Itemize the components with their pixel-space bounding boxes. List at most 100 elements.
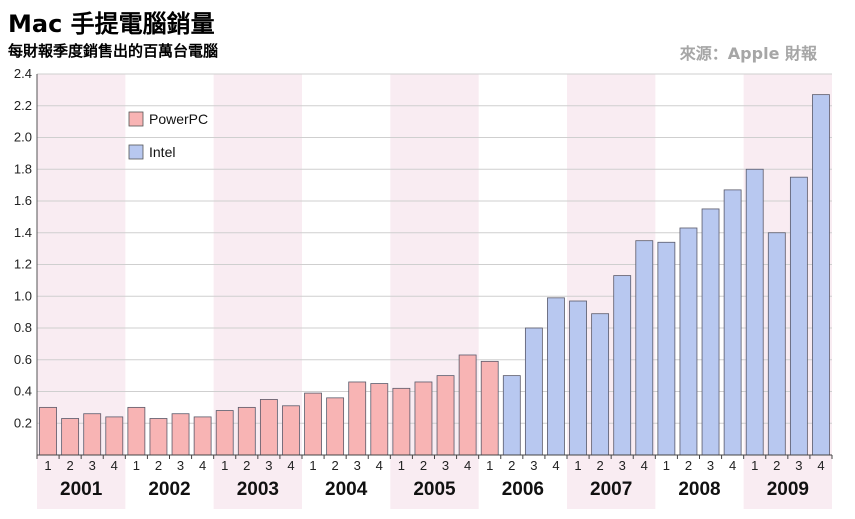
bar-powerpc-2005-q1 — [392, 387, 411, 456]
quarter-label: 3 — [795, 458, 802, 473]
quarter-label: 1 — [221, 458, 228, 473]
y-tick-label: 1.2 — [14, 257, 32, 272]
legend: PowerPC Intel — [128, 111, 208, 160]
bar-powerpc-2005-q3 — [436, 375, 455, 456]
quarter-label: 4 — [552, 458, 559, 473]
bar-intel-2009-q4 — [812, 94, 830, 456]
bar-powerpc-2003-q2 — [237, 406, 256, 456]
quarter-label: 2 — [243, 458, 250, 473]
quarter-label: 4 — [729, 458, 736, 473]
chart-subtitle: 每財報季度銷售出的百萬台電腦 — [8, 42, 219, 60]
y-tick-label: 2.2 — [14, 98, 32, 113]
bar-powerpc-2001-q2 — [61, 418, 80, 456]
y-tick-label: 2.4 — [14, 66, 32, 81]
source-note: 來源：Apple 財報 — [679, 44, 817, 63]
y-tick-label: 0.2 — [14, 415, 32, 430]
bar-powerpc-2001-q3 — [83, 413, 102, 456]
bar-intel-2008-q1 — [657, 241, 676, 456]
bar-intel-2008-q3 — [701, 208, 720, 456]
bar-powerpc-2002-q2 — [149, 418, 168, 456]
bar-powerpc-2005-q4 — [458, 354, 477, 456]
year-label: 2004 — [325, 479, 368, 500]
legend-swatch-intel — [128, 144, 144, 160]
bar-powerpc-2005-q2 — [414, 381, 433, 456]
bar-intel-2006-q4 — [547, 297, 565, 456]
quarter-label: 3 — [89, 458, 96, 473]
quarter-label: 4 — [111, 458, 118, 473]
year-label: 2002 — [148, 479, 190, 500]
bar-powerpc-2004-q3 — [348, 381, 367, 456]
legend-swatch-powerpc — [128, 111, 144, 127]
quarter-label: 1 — [574, 458, 581, 473]
y-tick-label: 0.6 — [14, 352, 32, 367]
bar-powerpc-2002-q1 — [127, 406, 146, 456]
year-label: 2005 — [413, 479, 456, 500]
y-tick-label: 0.8 — [14, 320, 32, 335]
quarter-label: 2 — [685, 458, 692, 473]
quarter-label: 1 — [663, 458, 670, 473]
bar-intel-2008-q2 — [679, 227, 698, 456]
quarter-label: 3 — [265, 458, 272, 473]
quarter-label: 2 — [332, 458, 339, 473]
bar-intel-2007-q2 — [591, 313, 610, 456]
quarter-label: 2 — [67, 458, 74, 473]
quarter-label: 3 — [707, 458, 714, 473]
bar-intel-2009-q2 — [767, 232, 786, 456]
quarter-label: 1 — [309, 458, 316, 473]
bar-intel-2007-q3 — [613, 275, 632, 456]
y-tick-label: 2.0 — [14, 130, 32, 145]
quarter-label: 4 — [287, 458, 294, 473]
y-tick-label: 1.0 — [14, 288, 32, 303]
legend-label-powerpc: PowerPC — [149, 111, 208, 127]
bar-powerpc-2006-q1 — [480, 360, 499, 456]
quarter-label: 1 — [398, 458, 405, 473]
bar-intel-2007-q1 — [569, 300, 587, 456]
quarter-label: 4 — [199, 458, 206, 473]
year-label: 2007 — [590, 479, 632, 500]
legend-label-intel: Intel — [149, 144, 175, 160]
bar-intel-2007-q4 — [635, 240, 654, 456]
quarter-label: 4 — [376, 458, 383, 473]
year-label: 2008 — [678, 479, 720, 500]
bar-intel-2006-q3 — [524, 327, 543, 456]
y-tick-label: 1.4 — [14, 225, 32, 240]
quarter-label: 2 — [773, 458, 780, 473]
year-label: 2003 — [237, 479, 279, 500]
bar-powerpc-2004-q2 — [326, 397, 345, 456]
year-label: 2009 — [767, 479, 809, 500]
quarter-label: 1 — [486, 458, 493, 473]
quarter-label: 3 — [619, 458, 626, 473]
bar-powerpc-2003-q4 — [282, 405, 300, 456]
quarter-label: 2 — [597, 458, 604, 473]
quarter-label: 4 — [464, 458, 471, 473]
year-label: 2006 — [502, 479, 544, 500]
bar-intel-2009-q1 — [745, 168, 764, 456]
bar-powerpc-2003-q3 — [259, 399, 278, 456]
quarter-label: 2 — [420, 458, 427, 473]
y-tick-label: 0.4 — [14, 384, 32, 399]
quarter-label: 2 — [155, 458, 162, 473]
axis-labels: 0.20.40.60.81.01.21.41.61.82.02.22.41 2 3 4… — [14, 66, 825, 500]
quarter-label: 1 — [133, 458, 140, 473]
quarter-label: 4 — [641, 458, 648, 473]
axes — [36, 74, 833, 459]
quarter-label: 2 — [508, 458, 515, 473]
chart-title: Mac 手提電腦銷量 — [8, 10, 215, 38]
y-tick-label: 1.6 — [14, 193, 32, 208]
bar-intel-2008-q4 — [723, 189, 742, 456]
bar-powerpc-2003-q1 — [215, 410, 234, 456]
bar-powerpc-2001-q1 — [39, 406, 57, 456]
year-label: 2001 — [60, 479, 103, 500]
quarter-label: 3 — [177, 458, 184, 473]
quarter-label: 3 — [354, 458, 361, 473]
y-tick-label: 1.8 — [14, 161, 32, 176]
quarter-label: 4 — [817, 458, 824, 473]
quarter-label: 3 — [530, 458, 537, 473]
gridlines — [37, 73, 832, 424]
bar-powerpc-2004-q4 — [370, 383, 389, 456]
quarter-label: 3 — [442, 458, 449, 473]
bar-powerpc-2002-q4 — [193, 416, 212, 456]
bar-intel-2006-q2 — [502, 375, 521, 456]
quarter-label: 1 — [751, 458, 758, 473]
